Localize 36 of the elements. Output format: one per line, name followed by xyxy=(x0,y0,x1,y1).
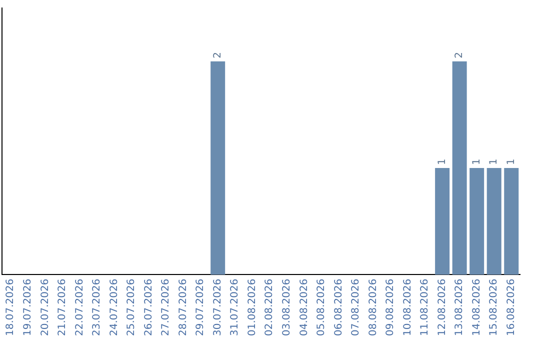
x-tick-label: 20.07.2026 xyxy=(40,278,51,336)
x-tick-label: 18.07.2026 xyxy=(5,278,16,336)
x-tick-label: 30.07.2026 xyxy=(212,278,224,336)
x-tick-label: 05.08.2026 xyxy=(316,278,328,336)
x-tick-label: 13.08.2026 xyxy=(454,278,466,336)
x-tick-label: 14.08.2026 xyxy=(471,278,482,336)
x-tick-label: 11.08.2026 xyxy=(420,278,431,336)
x-tick-label: 26.07.2026 xyxy=(143,278,154,336)
data-label: 2 xyxy=(454,52,466,58)
x-tick-label: 10.08.2026 xyxy=(402,278,414,336)
x-tick-label: 08.08.2026 xyxy=(368,278,379,336)
x-tick-label: 19.07.2026 xyxy=(22,278,34,336)
x-tick-label: 31.07.2026 xyxy=(230,278,241,336)
x-tick-label: 09.08.2026 xyxy=(385,278,396,336)
x-tick-label: 29.07.2026 xyxy=(195,278,206,336)
x-tick-label: 06.08.2026 xyxy=(333,278,344,336)
data-label: 1 xyxy=(506,158,517,166)
x-tick-label: 24.07.2026 xyxy=(108,278,120,336)
x-tick-label: 23.07.2026 xyxy=(92,278,103,336)
x-tick-label: 15.08.2026 xyxy=(488,278,500,336)
x-tick-label: 22.07.2026 xyxy=(74,278,86,336)
x-tick-label: 28.07.2026 xyxy=(178,278,189,336)
x-tick-label: 04.08.2026 xyxy=(298,278,310,336)
x-tick-label: 16.08.2026 xyxy=(506,278,517,336)
x-tick-label: 25.07.2026 xyxy=(126,278,138,336)
data-label: 2 xyxy=(212,52,224,58)
x-tick-label: 02.08.2026 xyxy=(264,278,276,336)
x-tick-label: 07.08.2026 xyxy=(350,278,362,336)
data-label: 1 xyxy=(471,158,482,166)
x-tick-label: 03.08.2026 xyxy=(281,278,292,336)
x-tick-label: 12.08.2026 xyxy=(436,278,448,336)
x-tick-label: 27.07.2026 xyxy=(160,278,172,336)
data-label: 1 xyxy=(436,158,448,166)
x-tick-label: 01.08.2026 xyxy=(246,278,258,336)
x-tick-label: 21.07.2026 xyxy=(57,278,68,336)
data-label: 1 xyxy=(488,158,500,166)
